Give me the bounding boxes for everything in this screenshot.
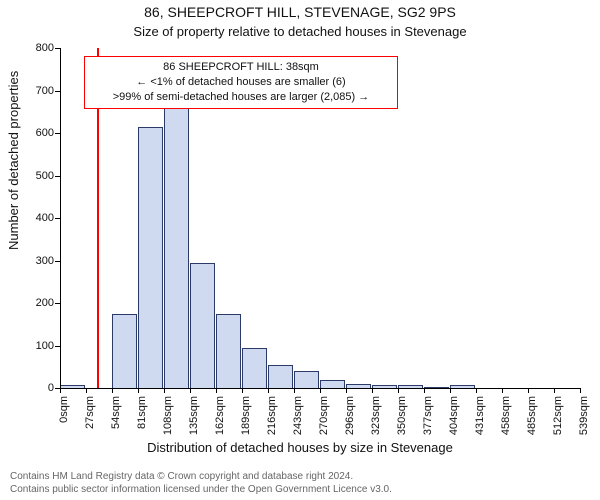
chart-container: 86, SHEEPCROFT HILL, STEVENAGE, SG2 9PS … — [0, 0, 600, 500]
histogram-bar — [242, 348, 267, 388]
y-tick-label: 0 — [20, 382, 54, 394]
histogram-bar — [112, 314, 137, 388]
histogram-bar — [190, 263, 215, 388]
y-tick-label: 500 — [20, 170, 54, 182]
y-axis-label: Number of detached properties — [6, 71, 21, 250]
chart-title: 86, SHEEPCROFT HILL, STEVENAGE, SG2 9PS — [0, 4, 600, 20]
histogram-bar — [138, 127, 163, 388]
y-tick-label: 400 — [20, 212, 54, 224]
y-tick-label: 300 — [20, 255, 54, 267]
footer-line: Contains public sector information licen… — [10, 483, 590, 496]
histogram-bar — [320, 380, 345, 389]
footer: Contains HM Land Registry data © Crown c… — [10, 470, 590, 496]
histogram-bar — [164, 103, 189, 388]
y-tick-label: 200 — [20, 297, 54, 309]
annotation-box: 86 SHEEPCROFT HILL: 38sqm ← <1% of detac… — [84, 56, 398, 109]
histogram-bar — [216, 314, 241, 388]
x-ticks: 0sqm27sqm54sqm81sqm108sqm135sqm162sqm189… — [60, 388, 580, 448]
footer-line: Contains HM Land Registry data © Crown c… — [10, 470, 590, 483]
annotation-line: >99% of semi-detached houses are larger … — [91, 90, 391, 105]
y-tick-label: 100 — [20, 340, 54, 352]
chart-subtitle: Size of property relative to detached ho… — [0, 24, 600, 39]
y-axis-line — [60, 48, 61, 388]
annotation-line: 86 SHEEPCROFT HILL: 38sqm — [91, 60, 391, 75]
y-tick-label: 700 — [20, 85, 54, 97]
histogram-bar — [294, 371, 319, 388]
y-tick-label: 600 — [20, 127, 54, 139]
histogram-bar — [268, 365, 293, 388]
y-tick-label: 800 — [20, 42, 54, 54]
annotation-line: ← <1% of detached houses are smaller (6) — [91, 75, 391, 90]
